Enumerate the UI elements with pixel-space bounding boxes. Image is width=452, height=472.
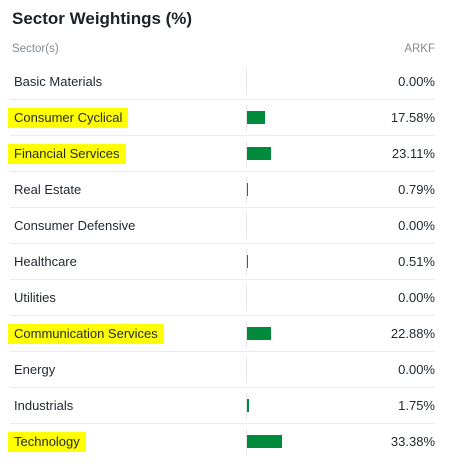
weighting-bar [247,399,249,412]
table-row: Technology 33.38% [0,424,452,460]
table-row: Healthcare 0.51% [0,244,452,280]
weighting-value: 0.00% [398,74,435,89]
weighting-value: 0.51% [398,254,435,269]
weighting-value: 0.00% [398,218,435,233]
highlight-mark [8,432,86,452]
weighting-value: 0.00% [398,290,435,305]
table-row: Financial Services 23.11% [0,136,452,172]
weighting-bar [247,147,271,160]
highlight-mark [8,144,126,164]
sector-name: Energy [14,362,56,377]
table-header: Sector(s) ARKF [12,43,435,59]
weighting-bar [247,111,265,124]
bar-axis-line [246,393,247,419]
weighting-value: 0.00% [398,362,435,377]
sector-name: Real Estate [14,182,82,197]
table-row: Basic Materials 0.00% [0,64,452,100]
sector-name: Healthcare [14,254,77,269]
table-row: Communication Services 22.88% [0,316,452,352]
section-title: Sector Weightings (%) [12,9,193,28]
weighting-value: 17.58% [390,110,435,125]
weighting-value: 22.88% [390,326,435,341]
sector-name: Financial Services [14,146,120,161]
fund-column-header: ARKF [404,43,435,55]
sector-name: Basic Materials [14,74,103,89]
weighting-value: 23.11% [391,146,435,161]
bar-axis-line [246,285,247,311]
sector-name: Technology [14,434,80,449]
sector-table: Basic Materials 0.00% Consumer Cyclical 17.… [0,64,452,460]
weighting-bar [247,435,282,448]
sector-column-header: Sector(s) [12,43,59,55]
sector-name: Utilities [14,290,56,305]
sector-name: Industrials [14,398,74,413]
bar-axis-line [246,213,247,239]
bar-axis-line [246,69,247,95]
weighting-bar [247,327,271,340]
weighting-bar [247,183,248,196]
bar-axis-line [246,321,247,347]
table-row: Consumer Cyclical 17.58% [0,100,452,136]
bar-axis-line [246,249,247,275]
table-row: Energy 0.00% [0,352,452,388]
bar-axis-line [246,141,247,167]
weighting-bar [247,255,248,268]
weighting-value: 33.38% [390,434,435,449]
table-row: Industrials 1.75% [0,388,452,424]
bar-axis-line [246,177,247,203]
weighting-value: 0.79% [398,182,435,197]
table-row: Consumer Defensive 0.00% [0,208,452,244]
sector-name: Communication Services [14,326,158,341]
sector-name: Consumer Cyclical [14,110,123,125]
highlight-mark [8,108,128,128]
weighting-value: 1.75% [398,398,435,413]
sector-name: Consumer Defensive [14,218,136,233]
highlight-mark [8,324,164,344]
bar-axis-line [246,429,247,455]
table-row: Real Estate 0.79% [0,172,452,208]
bar-axis-line [246,105,247,131]
table-row: Utilities 0.00% [0,280,452,316]
bar-axis-line [246,357,247,383]
